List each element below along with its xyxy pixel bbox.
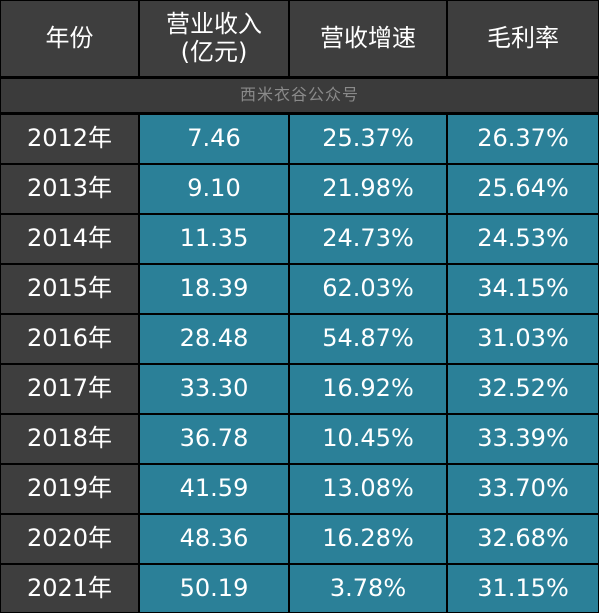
- revenue-cell: 11.35: [140, 215, 288, 263]
- revenue-cell: 41.59: [140, 465, 288, 513]
- header-gross-margin: 毛利率: [448, 1, 598, 76]
- gross-margin-cell: 33.70%: [448, 465, 598, 513]
- year-cell: 2018年: [1, 415, 138, 463]
- gross-margin-cell: 32.68%: [448, 515, 598, 563]
- revenue-growth-cell: 21.98%: [290, 165, 446, 213]
- revenue-cell: 7.46: [140, 115, 288, 163]
- revenue-cell: 18.39: [140, 265, 288, 313]
- year-cell: 2015年: [1, 265, 138, 313]
- year-cell: 2013年: [1, 165, 138, 213]
- revenue-growth-cell: 16.28%: [290, 515, 446, 563]
- revenue-growth-cell: 3.78%: [290, 565, 446, 612]
- revenue-cell: 9.10: [140, 165, 288, 213]
- revenue-cell: 48.36: [140, 515, 288, 563]
- gross-margin-cell: 33.39%: [448, 415, 598, 463]
- year-cell: 2021年: [1, 565, 138, 612]
- year-cell: 2017年: [1, 365, 138, 413]
- year-cell: 2016年: [1, 315, 138, 363]
- revenue-growth-cell: 25.37%: [290, 115, 446, 163]
- watermark-banner: 西米衣谷公众号: [1, 79, 598, 112]
- revenue-growth-cell: 54.87%: [290, 315, 446, 363]
- revenue-growth-cell: 16.92%: [290, 365, 446, 413]
- gross-margin-cell: 24.53%: [448, 215, 598, 263]
- gross-margin-cell: 32.52%: [448, 365, 598, 413]
- header-revenue: 营业收入 (亿元): [140, 1, 288, 76]
- revenue-growth-cell: 62.03%: [290, 265, 446, 313]
- gross-margin-cell: 25.64%: [448, 165, 598, 213]
- revenue-cell: 50.19: [140, 565, 288, 612]
- year-cell: 2019年: [1, 465, 138, 513]
- year-cell: 2012年: [1, 115, 138, 163]
- gross-margin-cell: 26.37%: [448, 115, 598, 163]
- revenue-cell: 33.30: [140, 365, 288, 413]
- header-revenue-growth: 营收增速: [290, 1, 446, 76]
- gross-margin-cell: 31.15%: [448, 565, 598, 612]
- header-year: 年份: [1, 1, 138, 76]
- gross-margin-cell: 31.03%: [448, 315, 598, 363]
- revenue-growth-cell: 10.45%: [290, 415, 446, 463]
- revenue-cell: 36.78: [140, 415, 288, 463]
- revenue-growth-cell: 24.73%: [290, 215, 446, 263]
- gross-margin-cell: 34.15%: [448, 265, 598, 313]
- revenue-growth-cell: 13.08%: [290, 465, 446, 513]
- year-cell: 2014年: [1, 215, 138, 263]
- year-cell: 2020年: [1, 515, 138, 563]
- revenue-cell: 28.48: [140, 315, 288, 363]
